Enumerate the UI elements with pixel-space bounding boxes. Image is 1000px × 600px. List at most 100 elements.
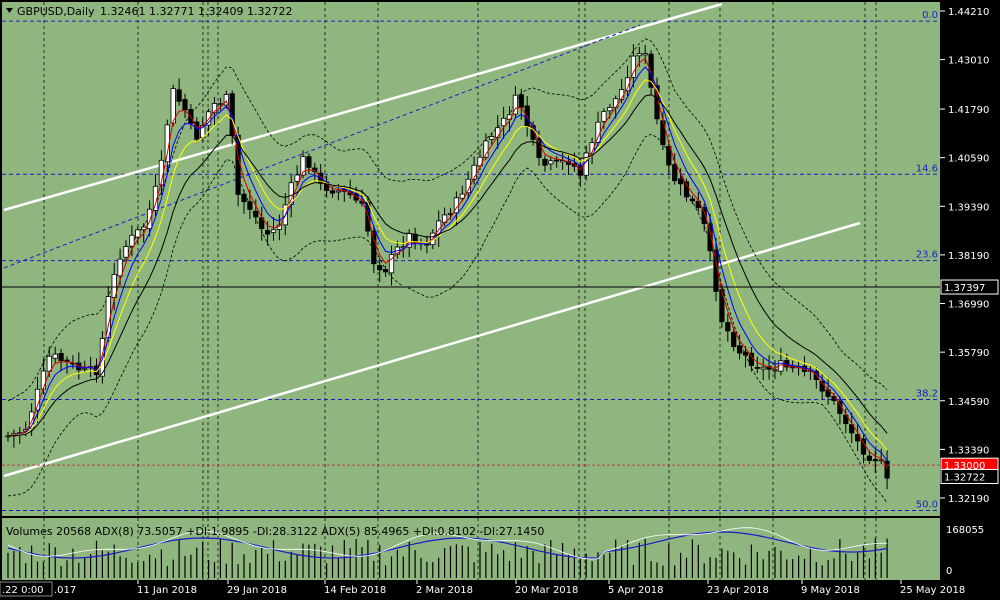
fibonacci-levels: 0.0 14.6 23.6 38.2 50.0 <box>2 10 940 512</box>
candle-body <box>388 254 395 274</box>
candle-body <box>554 159 560 162</box>
candle-body <box>560 160 566 163</box>
candle-body <box>40 370 47 390</box>
candle-body <box>589 142 595 155</box>
candle-body <box>630 55 637 78</box>
fib-level-label: 38.2 <box>916 389 938 400</box>
candle-body <box>760 366 766 370</box>
candle-body <box>542 158 548 166</box>
date-label: .017 <box>54 585 76 596</box>
candle-body <box>737 345 743 354</box>
ema-slow-line <box>7 79 888 451</box>
ema-mid-line <box>7 66 888 462</box>
candle-body <box>129 234 135 247</box>
channel-midline <box>3 24 641 269</box>
candle-body <box>306 156 312 168</box>
candle-body <box>607 107 613 112</box>
candle-body <box>294 174 300 182</box>
candle-body <box>135 229 141 238</box>
candle-body <box>241 193 247 203</box>
crosshair-date-box <box>0 581 53 597</box>
menu-triangle-icon[interactable] <box>6 8 13 13</box>
date-axis: .22 0:00 .017 11 Jan 2018 29 Jan 2018 14 Feb… <box>0 580 965 597</box>
candle-body <box>772 369 778 372</box>
main-chart-area[interactable] <box>2 2 940 516</box>
price-tick-label: 1.34590 <box>948 397 989 408</box>
candle-body <box>855 434 861 442</box>
candle-body <box>636 53 642 57</box>
candle-body <box>742 351 749 356</box>
candle-body <box>701 207 707 224</box>
price-tick-label: 1.35790 <box>948 348 989 359</box>
candle-body <box>335 190 342 193</box>
price-tag-box <box>940 279 999 295</box>
indicator-axis-label: 168055 <box>946 525 984 536</box>
fib-level-label: 14.6 <box>916 163 938 174</box>
price-tag-label: 1.33000 <box>944 461 985 472</box>
indicator-axis-label: 0 <box>946 566 952 577</box>
candle-body <box>483 140 489 158</box>
candle-body <box>58 353 64 362</box>
candle-body <box>524 105 530 128</box>
price-tag-label: 1.32722 <box>944 472 985 483</box>
candle-body <box>5 435 11 438</box>
ema-fast-line <box>7 57 888 469</box>
candle-body <box>754 366 760 369</box>
candle-body <box>518 94 524 108</box>
price-tick-label: 1.38190 <box>948 251 989 262</box>
candle-body <box>205 111 212 126</box>
candle-body <box>270 229 277 233</box>
candle-body <box>52 353 58 359</box>
candle-body <box>601 111 607 122</box>
date-label: 5 Apr 2018 <box>608 585 663 596</box>
candle-body <box>82 367 88 370</box>
price-tick-label: 1.43010 <box>948 56 989 67</box>
candle-body <box>725 322 731 332</box>
price-tag-label: 1.37397 <box>944 283 985 294</box>
date-label: 25 May 2018 <box>900 585 965 596</box>
candle-body <box>371 230 377 265</box>
candle-body <box>719 289 725 322</box>
indicator-label: Volumes 20568 ADX(8) 73.5057 +DI:1.9895 … <box>6 525 544 538</box>
adx-lines <box>7 527 888 560</box>
candle-body <box>613 98 619 109</box>
candle-body <box>819 380 825 392</box>
price-tick-label: 1.33390 <box>948 445 989 456</box>
fib-level-label: 50.0 <box>916 500 938 511</box>
date-label: 20 Mar 2018 <box>515 585 578 596</box>
candle-body <box>194 121 200 140</box>
candle-body <box>247 201 253 210</box>
candle-body <box>99 338 105 377</box>
candle-body <box>152 185 159 211</box>
price-tick-label: 1.32190 <box>948 494 989 505</box>
candle-body <box>117 258 123 277</box>
price-tick-label: 1.39390 <box>948 202 989 213</box>
candle-body <box>264 230 271 235</box>
price-tick-label: 1.44210 <box>948 7 989 18</box>
candle-body <box>536 138 542 158</box>
candle-body <box>878 459 884 462</box>
candle-body <box>471 164 477 180</box>
ema-long-line <box>7 94 888 437</box>
volume-bars <box>7 538 888 578</box>
candle-body <box>689 198 696 202</box>
lower-band-line <box>7 133 888 504</box>
candle-body <box>46 355 52 372</box>
candle-body <box>111 274 117 298</box>
candle-body <box>654 85 660 120</box>
candle-body <box>843 414 849 424</box>
adx-main-line <box>7 531 888 559</box>
chart-symbol: GBPUSD,Daily <box>17 5 95 18</box>
indicator-area[interactable] <box>2 518 940 580</box>
candle-body <box>217 103 223 105</box>
candle-body <box>707 223 713 252</box>
candle-body <box>666 145 672 166</box>
candle-body <box>123 246 129 258</box>
price-tick-label: 1.41790 <box>948 105 989 116</box>
fib-level-label: 0.0 <box>922 10 938 21</box>
candle-body <box>146 208 153 230</box>
candle-body <box>678 178 684 185</box>
date-label: 9 May 2018 <box>801 585 860 596</box>
